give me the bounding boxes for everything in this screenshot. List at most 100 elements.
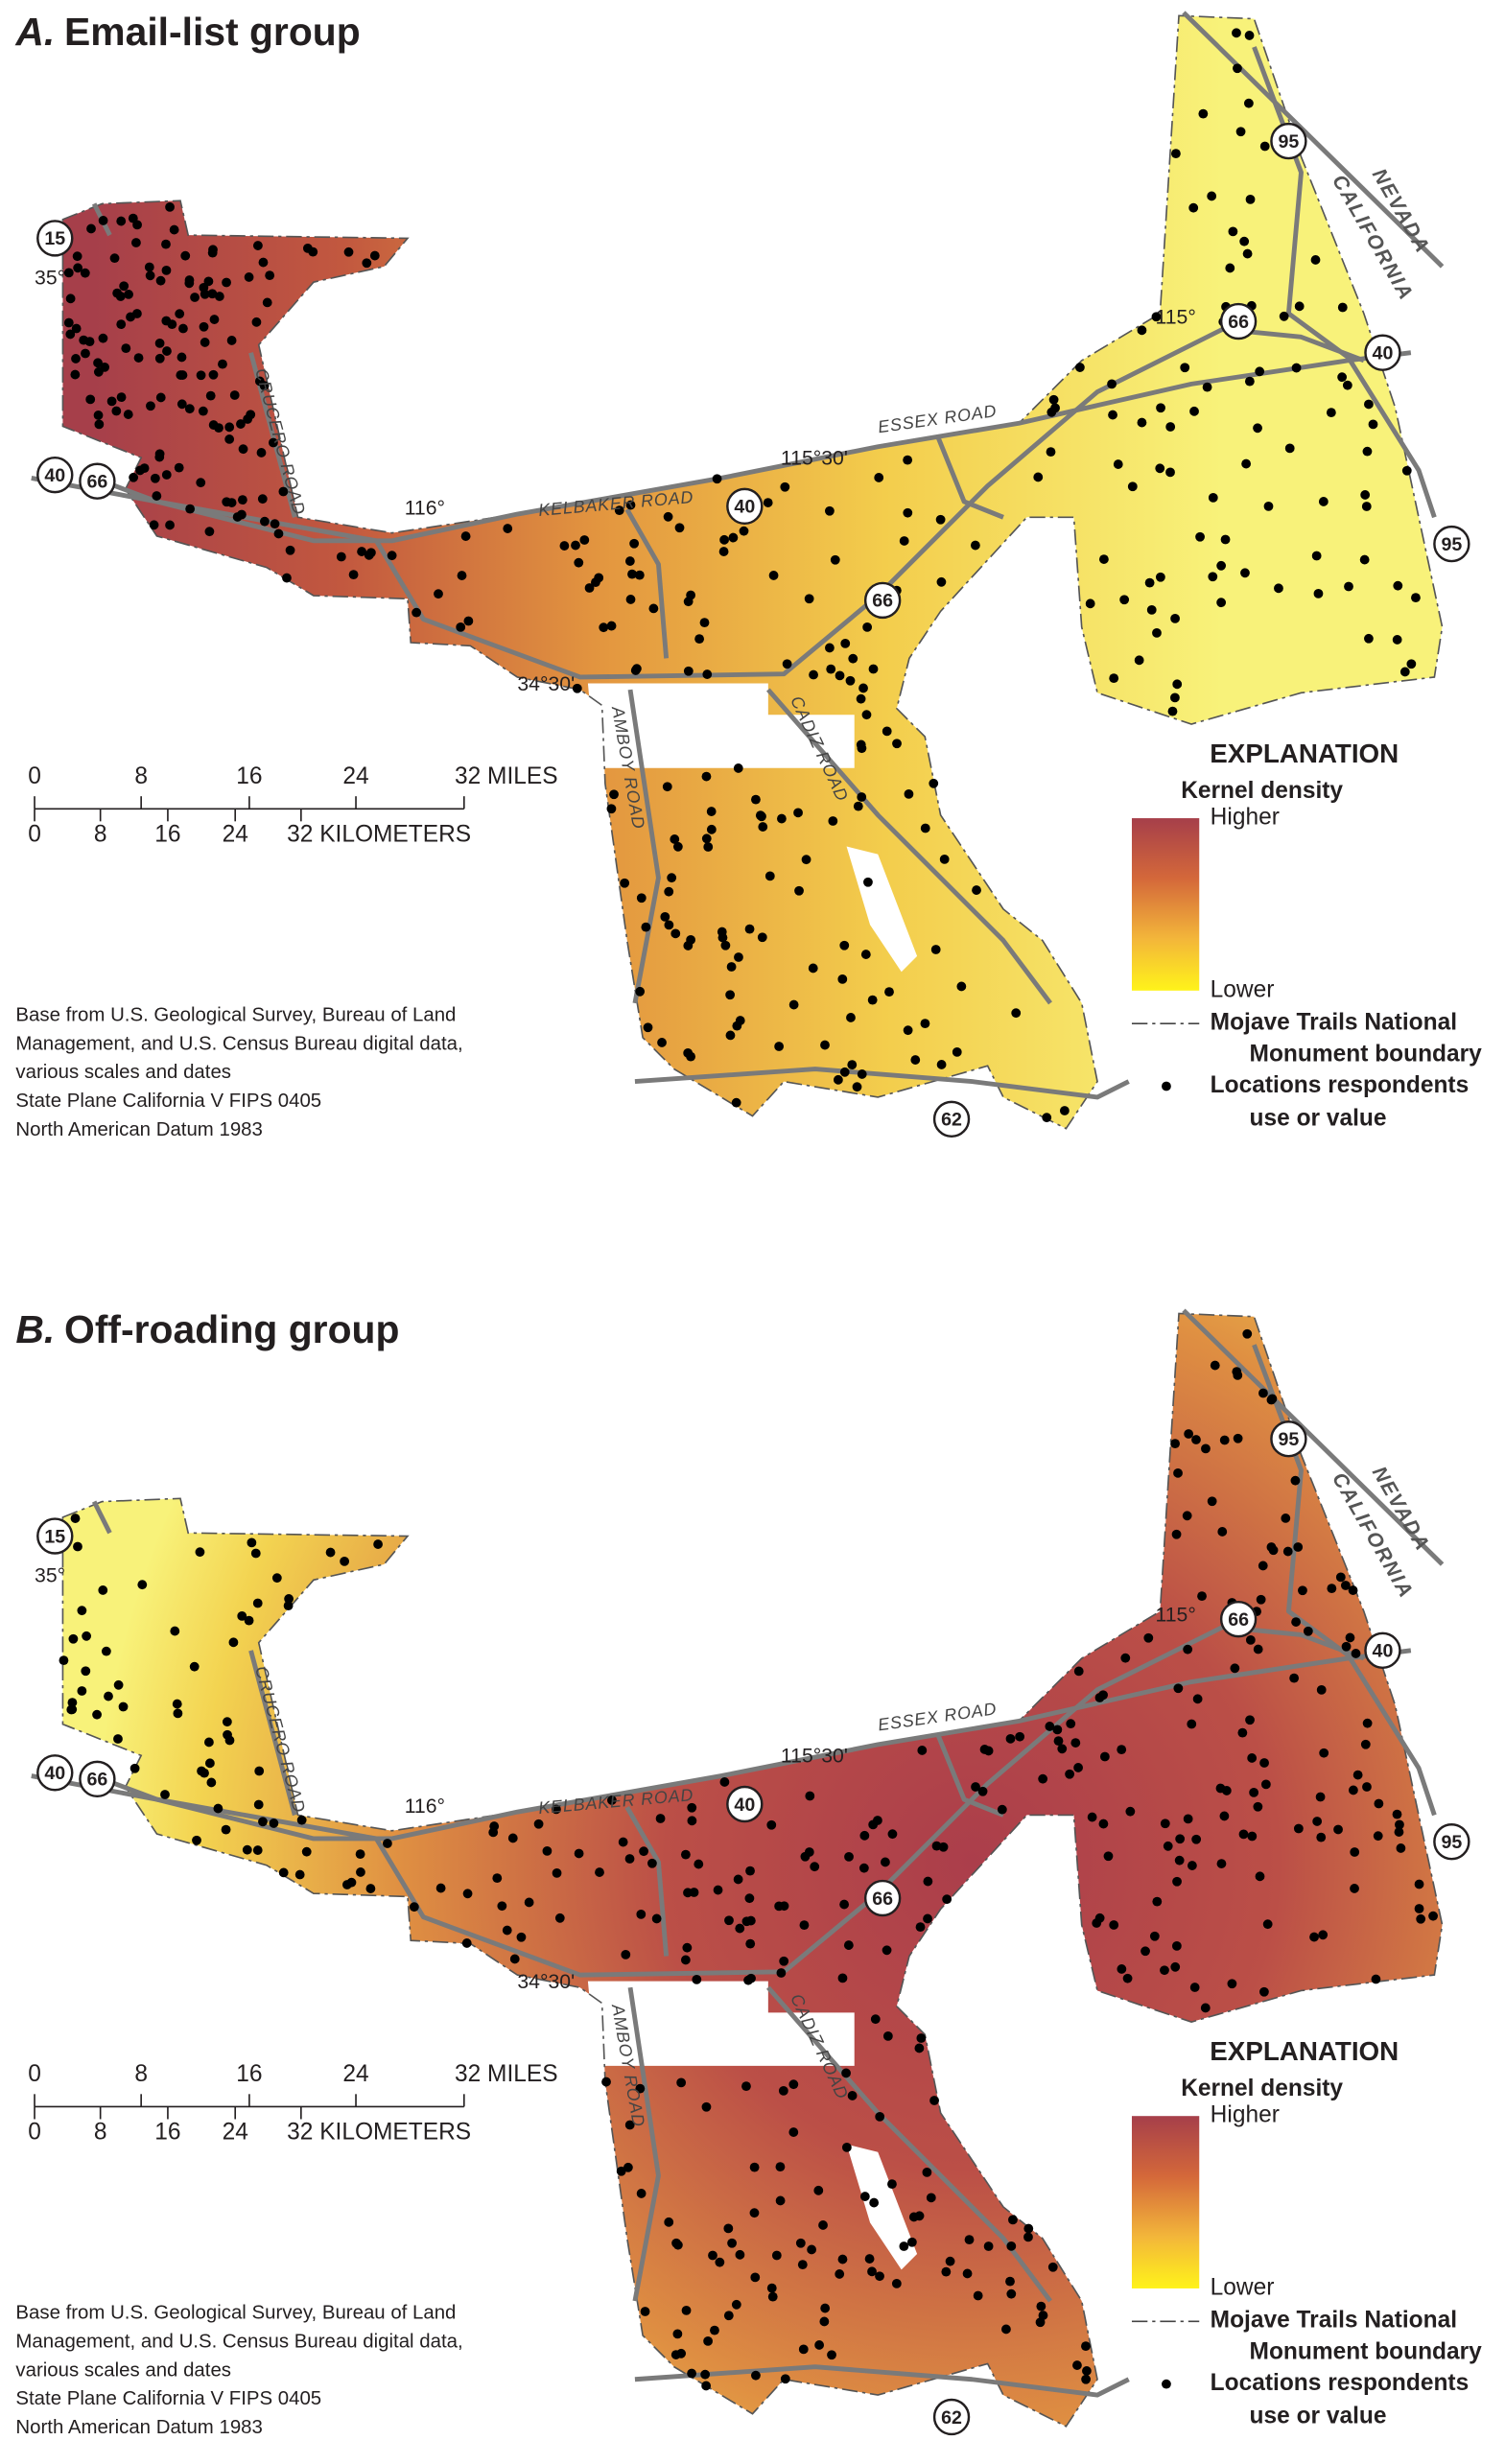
location-dot: [758, 822, 768, 832]
location-dot: [717, 932, 728, 943]
location-dot: [929, 2096, 939, 2105]
panel-title-text: Off-roading group: [64, 1307, 399, 1351]
location-dot: [964, 2235, 975, 2245]
location-dot: [118, 1701, 129, 1712]
location-dot: [844, 1851, 854, 1862]
location-dot: [1220, 534, 1231, 545]
location-dot: [699, 618, 710, 628]
location-dot: [1180, 363, 1190, 373]
location-dot: [936, 1060, 947, 1069]
location-dot: [579, 535, 590, 545]
location-dot: [161, 470, 172, 480]
legend-label: Mojave Trails National: [1211, 1010, 1457, 1036]
location-dot: [1053, 1736, 1064, 1747]
location-dot: [574, 1848, 584, 1859]
location-dot: [1259, 1758, 1269, 1768]
location-dot: [129, 1763, 140, 1773]
location-dot: [123, 410, 133, 419]
location-dot: [635, 2083, 646, 2094]
location-dot: [1245, 194, 1256, 204]
map-label: 115°: [1155, 1603, 1195, 1626]
location-dot: [1094, 1693, 1105, 1702]
location-dot: [1282, 1546, 1293, 1557]
location-dot: [616, 2166, 626, 2176]
location-dot: [651, 1913, 662, 1924]
location-dot: [244, 272, 254, 282]
location-dot: [1337, 302, 1348, 313]
location-dot: [692, 1974, 702, 1984]
location-dot: [260, 516, 270, 527]
location-dot: [847, 2091, 858, 2100]
location-dot: [184, 404, 195, 414]
location-dot: [775, 2162, 786, 2172]
location-dot: [574, 557, 584, 568]
location-dot: [862, 622, 873, 632]
location-dot: [1253, 1801, 1263, 1812]
map-label: 115°: [1155, 305, 1195, 328]
location-dot: [903, 507, 913, 518]
location-dot: [1152, 1896, 1163, 1907]
location-dot: [218, 359, 227, 369]
location-dot: [251, 317, 262, 327]
location-dot: [296, 1815, 307, 1825]
location-dot: [662, 782, 672, 792]
location-dot: [1360, 490, 1371, 500]
location-dot: [165, 201, 175, 212]
location-dot: [1059, 1106, 1070, 1115]
location-dot: [294, 1869, 305, 1880]
location-dot: [725, 1030, 736, 1041]
location-dot: [152, 491, 162, 501]
location-dot: [1201, 1443, 1211, 1454]
legend-subheading: Kernel density: [1181, 2076, 1343, 2101]
map-panel: A. Email-list group 35° 116° 115°30' 115° 34°3…: [14, 10, 1482, 1140]
location-dot: [636, 2189, 647, 2198]
location-dot: [607, 1795, 617, 1805]
location-dot: [1401, 465, 1412, 476]
route-shield: [36, 1754, 74, 1792]
location-dot: [457, 571, 467, 580]
location-dot: [116, 319, 127, 330]
location-dot: [71, 323, 82, 334]
location-dot: [1144, 577, 1155, 588]
location-dot: [1170, 1961, 1181, 1972]
location-dot: [1006, 2288, 1017, 2299]
location-dot: [1247, 1831, 1258, 1842]
location-dot: [155, 392, 166, 403]
location-dot: [1023, 2223, 1034, 2234]
location-dot: [197, 1766, 206, 1776]
location-dot: [1326, 408, 1336, 418]
location-dot: [1210, 1360, 1220, 1371]
location-dot: [1233, 1370, 1243, 1380]
location-dot: [732, 1021, 742, 1031]
route-shield: [863, 581, 902, 620]
location-dot: [1207, 191, 1217, 201]
location-dot: [1042, 1113, 1052, 1123]
location-dot: [1052, 1725, 1063, 1735]
location-dot: [209, 315, 220, 324]
location-dot: [1258, 1561, 1268, 1571]
location-dot: [1342, 380, 1352, 390]
location-dot: [67, 1698, 78, 1707]
route-number: 66: [86, 1770, 107, 1791]
location-dot: [497, 1901, 507, 1912]
location-dot: [356, 1867, 365, 1877]
location-dot: [725, 990, 736, 1000]
location-dot: [703, 842, 714, 852]
location-dot: [169, 224, 179, 235]
location-dot: [1160, 1965, 1169, 1976]
location-dot: [1149, 1931, 1160, 1941]
location-dot: [860, 950, 871, 959]
location-dot: [369, 250, 380, 261]
location-dot: [1316, 1684, 1327, 1695]
location-dot: [687, 1802, 697, 1813]
location-dot: [804, 1847, 814, 1857]
location-dot: [884, 987, 894, 997]
location-dot: [726, 962, 737, 972]
location-dot: [1289, 1673, 1300, 1683]
location-dot: [1344, 581, 1353, 592]
location-dot: [840, 638, 851, 648]
location-dot: [595, 1867, 604, 1877]
location-dot: [1233, 1433, 1243, 1443]
scale-label: 16: [236, 763, 262, 789]
